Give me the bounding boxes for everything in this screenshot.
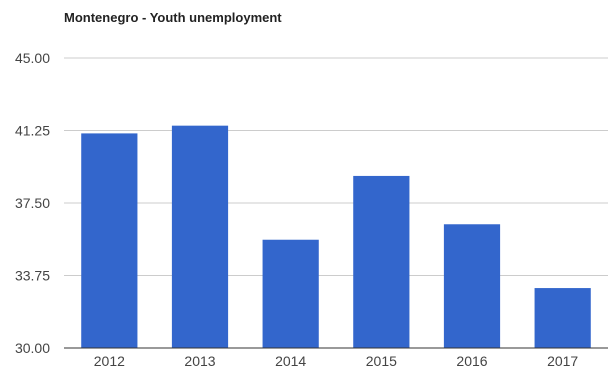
x-tick-label: 2017 — [547, 353, 578, 369]
y-tick-label: 33.75 — [15, 268, 50, 284]
bar-2017 — [534, 288, 591, 348]
y-axis-tick-labels: 30.00 33.75 37.50 41.25 45.00 — [15, 50, 50, 356]
bar-2012 — [81, 133, 138, 348]
x-tick-label: 2012 — [94, 353, 125, 369]
y-tick-label: 37.50 — [15, 195, 50, 211]
bars — [81, 125, 591, 349]
bar-2015 — [353, 175, 410, 348]
x-tick-label: 2016 — [456, 353, 487, 369]
y-tick-label: 45.00 — [15, 50, 50, 66]
x-axis-tick-labels: 2012 2013 2014 2015 2016 2017 — [94, 353, 579, 369]
x-tick-label: 2015 — [366, 353, 397, 369]
bar-2013 — [171, 125, 229, 349]
gridlines — [64, 57, 608, 276]
y-tick-label: 41.25 — [15, 123, 50, 139]
bar-2016 — [443, 224, 501, 348]
bar-2014 — [262, 239, 319, 348]
chart-title: Montenegro - Youth unemployment — [64, 10, 282, 25]
x-tick-label: 2014 — [275, 353, 306, 369]
x-tick-label: 2013 — [184, 353, 215, 369]
y-tick-label: 30.00 — [15, 340, 50, 356]
